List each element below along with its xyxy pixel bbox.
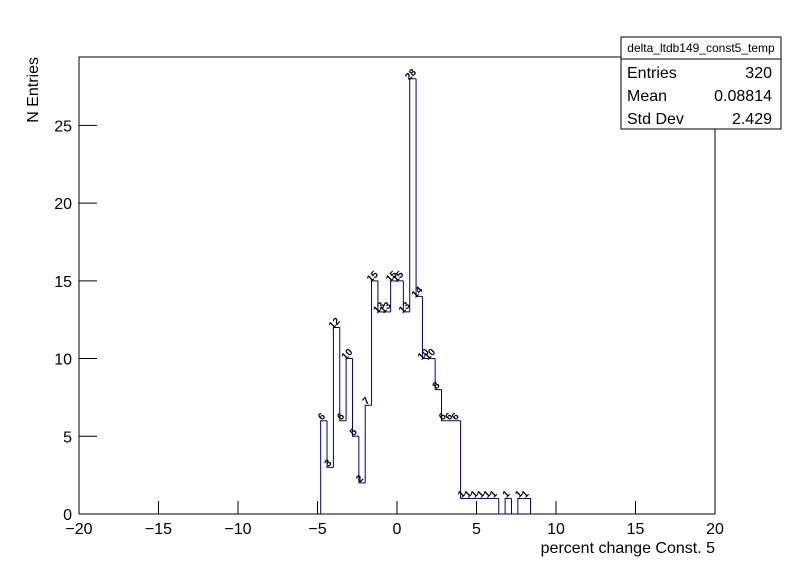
y-tick-label: 10 [54,352,72,369]
histogram-bin [326,420,334,468]
x-tick-label: −10 [224,521,251,538]
x-tick-label: −15 [145,521,172,538]
stats-label: Entries [627,65,677,82]
histogram-bin [517,497,525,514]
y-axis-title: N Entries [25,57,42,123]
histogram-bin [351,358,359,437]
stats-value: 0.08814 [714,88,772,105]
histogram-bin [421,296,429,360]
histogram-bin [460,420,467,499]
histogram-bin [504,497,512,514]
y-tick-label: 0 [63,507,72,524]
x-tick-label: 5 [472,521,481,538]
x-tick-label: −5 [308,521,326,538]
stats-label: Std Dev [627,111,684,128]
y-tick-label: 5 [63,429,72,446]
histogram-bin [320,420,328,514]
x-tick-label: −20 [65,521,92,538]
x-axis-title: percent change Const. 5 [541,540,715,557]
histogram-bin [339,327,347,422]
y-tick-label: 25 [54,118,72,135]
stats-label: Mean [627,88,667,105]
histogram-bin [409,78,417,312]
histogram-bin [345,358,353,421]
histogram-bin [332,326,340,468]
stats-value: 320 [745,65,772,82]
x-tick-label: 15 [627,521,645,538]
histogram-bin [441,389,448,422]
x-tick-label: 10 [547,521,565,538]
histogram-bin [358,436,366,484]
x-tick-label: 0 [393,521,402,538]
histogram-bin [415,78,423,297]
histogram-bin [402,280,410,313]
histogram-bin [377,280,385,313]
histogram-bin [364,404,372,483]
histogram-bin [510,498,518,515]
y-tick-label: 20 [54,196,72,213]
y-tick-label: 15 [54,274,72,291]
stats-title: delta_ltdb149_const5_temp [627,41,775,55]
histogram-bin [434,358,442,391]
histogram-bin [498,498,506,515]
x-tick-label: 20 [706,521,724,538]
stats-frame [620,36,782,130]
stats-box: delta_ltdb149_const5_temp Entries 320 Me… [620,36,782,130]
stats-value: 2.429 [732,111,772,128]
histogram-bin [390,280,397,312]
histogram-bin [371,280,378,406]
histogram-bin [524,497,532,514]
